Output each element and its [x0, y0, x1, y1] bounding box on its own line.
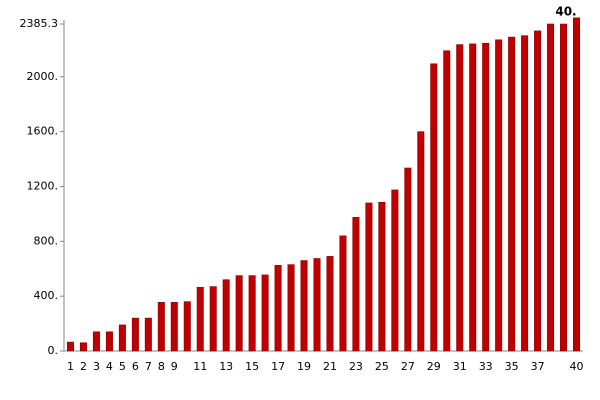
x-tick-label: 15	[245, 360, 259, 373]
bar	[482, 42, 490, 352]
bar	[365, 202, 373, 352]
bar	[157, 302, 165, 352]
bar	[430, 63, 438, 352]
bar	[391, 189, 399, 352]
x-tick-label: 40	[570, 360, 584, 373]
x-tick-label: 9	[171, 360, 178, 373]
y-tick-label: 1600.	[27, 125, 59, 138]
bar	[92, 331, 100, 352]
x-tick-label: 17	[271, 360, 285, 373]
x-tick-label: 33	[479, 360, 493, 373]
y-tick-label: 2000.	[27, 70, 59, 83]
bar	[508, 36, 516, 352]
bar	[131, 317, 139, 352]
x-tick-label: 3	[93, 360, 100, 373]
bar	[339, 235, 347, 352]
bar	[378, 201, 386, 352]
bar	[222, 279, 230, 352]
y-tick-label: 2385.3	[20, 17, 59, 30]
y-tick-label: 0.	[48, 344, 59, 357]
bar	[183, 301, 191, 352]
bar	[196, 286, 204, 352]
bar	[235, 275, 243, 352]
x-tick-label: 29	[427, 360, 441, 373]
bar	[404, 167, 412, 352]
bar	[170, 302, 178, 352]
bar	[144, 317, 152, 352]
x-tick-label: 27	[401, 360, 415, 373]
bar	[495, 39, 503, 352]
x-tick-label: 37	[531, 360, 545, 373]
bar	[79, 342, 87, 352]
bar	[261, 274, 269, 352]
bar	[573, 17, 581, 352]
bar	[287, 264, 295, 352]
bar	[534, 30, 542, 352]
bar	[313, 258, 321, 352]
y-tick-label: 400.	[34, 289, 59, 302]
x-tick-label: 25	[375, 360, 389, 373]
bar	[469, 43, 477, 352]
y-tick-label: 800.	[34, 234, 59, 247]
x-tick-label: 2	[80, 360, 87, 373]
bar	[274, 265, 282, 352]
x-tick-label: 1	[67, 360, 74, 373]
bar	[352, 217, 360, 352]
x-tick-label: 11	[193, 360, 207, 373]
bar	[521, 35, 529, 352]
bar	[248, 275, 256, 352]
x-tick-label: 5	[119, 360, 126, 373]
bar	[417, 131, 425, 352]
bar	[300, 260, 308, 352]
x-tick-label: 23	[349, 360, 363, 373]
x-tick-label: 35	[505, 360, 519, 373]
x-tick-label: 19	[297, 360, 311, 373]
bar	[209, 286, 217, 352]
bar	[456, 44, 464, 352]
bar	[326, 256, 334, 352]
x-tick-label: 8	[158, 360, 165, 373]
annotation: 40.	[555, 5, 576, 19]
x-tick-label: 31	[453, 360, 467, 373]
bar	[118, 324, 126, 352]
bar	[66, 341, 74, 352]
x-tick-label: 13	[219, 360, 233, 373]
x-tick-label: 6	[132, 360, 139, 373]
x-tick-label: 4	[106, 360, 113, 373]
bar	[547, 23, 555, 352]
bar	[560, 23, 568, 352]
y-tick-label: 1200.	[27, 179, 59, 192]
bar	[443, 50, 451, 352]
x-tick-label: 21	[323, 360, 337, 373]
bar	[105, 331, 113, 352]
x-tick-label: 7	[145, 360, 152, 373]
